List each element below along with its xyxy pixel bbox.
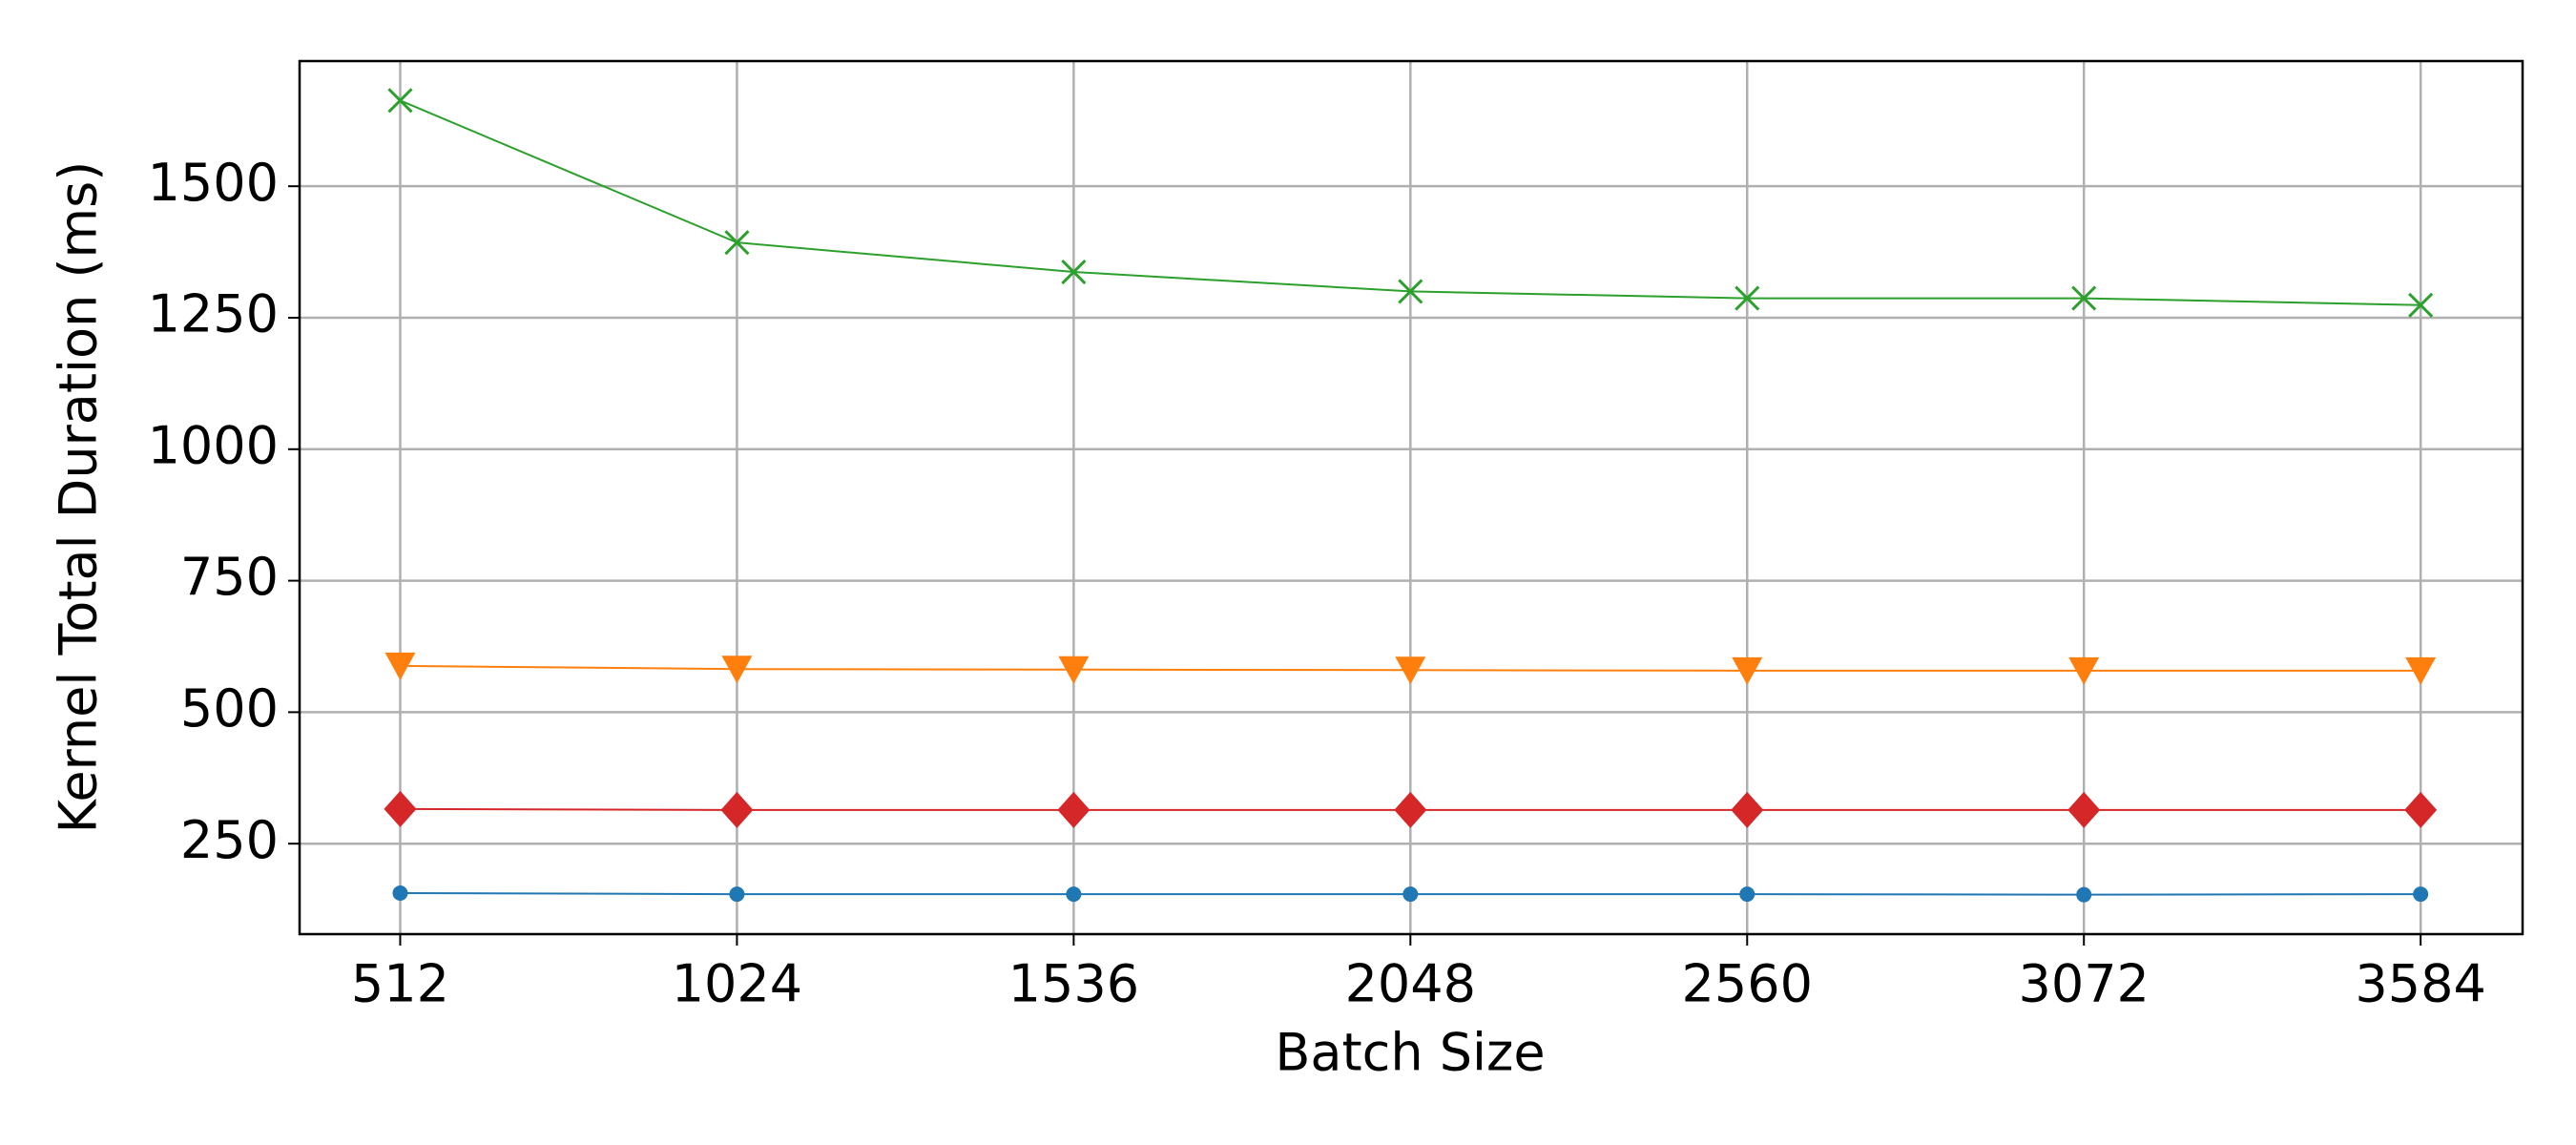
y-tick-label: 500 xyxy=(180,678,279,739)
x-tick-label: 3584 xyxy=(2355,954,2485,1014)
marker xyxy=(1731,791,1764,828)
plot-frame xyxy=(298,59,2524,936)
x-tick-label: 3072 xyxy=(2018,954,2149,1014)
y-tick-label: 250 xyxy=(180,810,279,870)
y-tick-label: 1500 xyxy=(148,153,279,213)
marker xyxy=(1395,656,1426,685)
marker xyxy=(721,656,753,684)
marker xyxy=(1066,886,1082,903)
marker xyxy=(1398,279,1423,304)
y-tick-label: 1250 xyxy=(148,284,279,344)
marker xyxy=(2067,791,2101,828)
marker xyxy=(387,88,413,114)
marker xyxy=(1394,791,1427,828)
marker xyxy=(384,790,417,827)
marker xyxy=(2413,886,2429,903)
marker xyxy=(1061,259,1087,285)
x-axis-label: Batch Size xyxy=(1275,1023,1545,1083)
marker xyxy=(729,886,745,903)
marker xyxy=(2408,292,2434,318)
x-tick-label: 1536 xyxy=(1008,954,1139,1014)
x-tick-label: 2048 xyxy=(1345,954,1476,1014)
x-tick-label: 512 xyxy=(351,954,449,1014)
marker xyxy=(1735,285,1760,311)
marker xyxy=(2405,656,2437,685)
y-tick-label: 750 xyxy=(180,547,279,607)
marker xyxy=(724,230,750,256)
marker xyxy=(2071,285,2097,311)
marker xyxy=(720,791,754,828)
marker xyxy=(392,885,408,902)
marker xyxy=(1739,886,1755,903)
marker xyxy=(2076,886,2092,903)
marker xyxy=(384,652,416,680)
marker xyxy=(2404,791,2438,828)
marker xyxy=(1402,886,1419,903)
marker xyxy=(2068,656,2100,685)
x-tick-label: 1024 xyxy=(672,954,802,1014)
x-tick-label: 2560 xyxy=(1682,954,1813,1014)
y-tick-label: 1000 xyxy=(148,415,279,475)
marker xyxy=(1732,656,1763,685)
y-axis-label: Kernel Total Duration (ms) xyxy=(49,161,109,834)
marker xyxy=(1057,791,1091,828)
marker xyxy=(1058,656,1090,684)
